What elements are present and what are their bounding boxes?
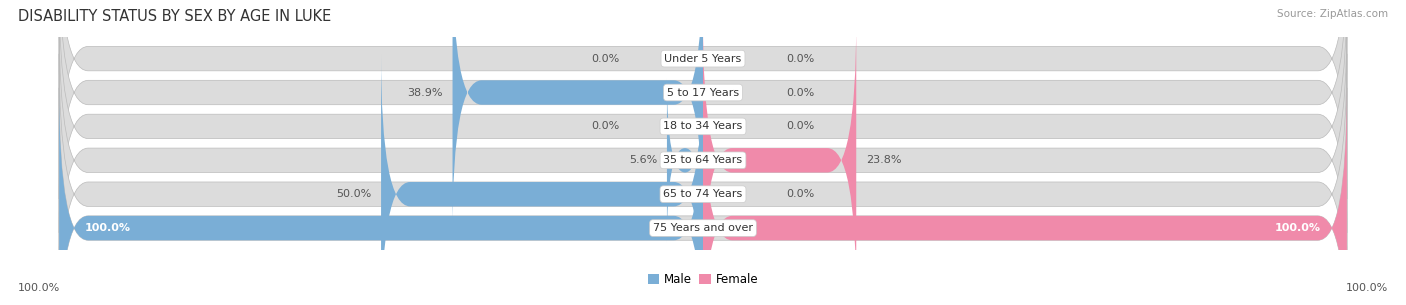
Text: 23.8%: 23.8%	[866, 155, 901, 165]
FancyBboxPatch shape	[59, 20, 1347, 301]
FancyBboxPatch shape	[59, 88, 703, 305]
FancyBboxPatch shape	[59, 88, 1347, 305]
Text: 0.0%: 0.0%	[787, 88, 815, 98]
Text: 50.0%: 50.0%	[336, 189, 371, 199]
Text: Source: ZipAtlas.com: Source: ZipAtlas.com	[1277, 9, 1388, 19]
FancyBboxPatch shape	[59, 54, 1347, 305]
Text: 100.0%: 100.0%	[1275, 223, 1322, 233]
FancyBboxPatch shape	[453, 0, 703, 233]
Text: 100.0%: 100.0%	[18, 283, 60, 293]
Text: 0.0%: 0.0%	[591, 54, 619, 64]
Text: 0.0%: 0.0%	[787, 189, 815, 199]
Text: 100.0%: 100.0%	[1346, 283, 1388, 293]
FancyBboxPatch shape	[59, 0, 1347, 267]
Text: 0.0%: 0.0%	[787, 121, 815, 131]
Text: 75 Years and over: 75 Years and over	[652, 223, 754, 233]
Text: 100.0%: 100.0%	[84, 223, 131, 233]
Text: 5.6%: 5.6%	[628, 155, 657, 165]
FancyBboxPatch shape	[666, 77, 703, 243]
Text: Under 5 Years: Under 5 Years	[665, 54, 741, 64]
FancyBboxPatch shape	[59, 0, 1347, 233]
Text: DISABILITY STATUS BY SEX BY AGE IN LUKE: DISABILITY STATUS BY SEX BY AGE IN LUKE	[18, 9, 332, 24]
Text: 5 to 17 Years: 5 to 17 Years	[666, 88, 740, 98]
Legend: Male, Female: Male, Female	[643, 269, 763, 291]
FancyBboxPatch shape	[59, 0, 1347, 199]
Text: 38.9%: 38.9%	[408, 88, 443, 98]
FancyBboxPatch shape	[703, 88, 1347, 305]
Text: 65 to 74 Years: 65 to 74 Years	[664, 189, 742, 199]
Text: 35 to 64 Years: 35 to 64 Years	[664, 155, 742, 165]
Text: 0.0%: 0.0%	[787, 54, 815, 64]
FancyBboxPatch shape	[703, 20, 856, 301]
Text: 0.0%: 0.0%	[591, 121, 619, 131]
Text: 18 to 34 Years: 18 to 34 Years	[664, 121, 742, 131]
FancyBboxPatch shape	[381, 54, 703, 305]
